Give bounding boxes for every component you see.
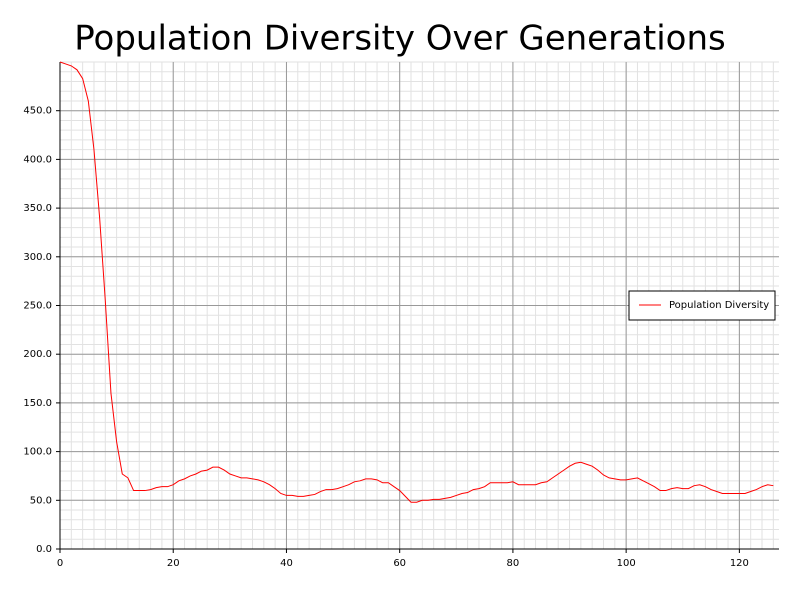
data-line: [59, 61, 774, 503]
x-tick-label: 100: [617, 558, 636, 569]
y-tick-label: 450.0: [23, 106, 52, 117]
y-tick-label: 250.0: [23, 301, 52, 312]
chart-title: Population Diversity Over Generations: [74, 19, 725, 59]
y-tick-label: 50.0: [30, 495, 52, 506]
y-tick-label: 300.0: [23, 252, 52, 263]
x-tick-label: 120: [730, 558, 749, 569]
legend-label: Population Diversity: [669, 300, 769, 311]
x-tick-label: 80: [507, 558, 520, 569]
y-tick-label: 150.0: [23, 398, 52, 409]
y-tick-label: 350.0: [23, 203, 52, 214]
x-tick-label: 20: [167, 558, 180, 569]
legend: Population Diversity: [628, 290, 776, 321]
x-tick-label: 0: [57, 558, 63, 569]
y-tick-label: 200.0: [23, 349, 52, 360]
y-tick-label: 0.0: [36, 544, 52, 555]
x-tick-label: 40: [280, 558, 293, 569]
x-tick-label: 60: [393, 558, 406, 569]
y-tick-label: 400.0: [23, 154, 52, 165]
y-tick-label: 100.0: [23, 447, 52, 458]
